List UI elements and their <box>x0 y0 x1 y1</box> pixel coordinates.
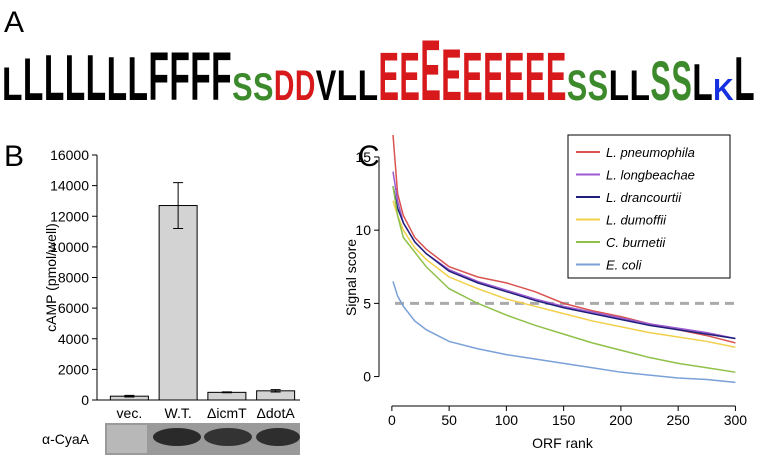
legend-label: L. dumoffii <box>606 213 667 228</box>
error-bar <box>124 394 135 398</box>
series-line <box>392 186 736 373</box>
y-tick-label: 0 <box>363 369 371 385</box>
logo-letter: S <box>232 66 252 109</box>
x-tick-label: 250 <box>666 412 690 428</box>
logo-letter: L <box>734 45 754 114</box>
legend-box <box>567 134 731 279</box>
series-line <box>392 200 736 349</box>
error-bar <box>270 389 281 393</box>
logo-letter: S <box>567 62 587 110</box>
logo-letter: L <box>2 58 22 111</box>
panel-label: A <box>4 6 24 39</box>
y-tick-label: 6000 <box>58 300 89 316</box>
logo-letter: L <box>337 62 357 110</box>
y-axis-label: cAMP (pmol/well) <box>43 223 59 332</box>
x-tick-label: W.T. <box>165 405 192 421</box>
logo-letter: F <box>148 38 168 115</box>
logo-letter: E <box>483 38 503 115</box>
logo-letter: L <box>44 42 64 114</box>
logo-letter: D <box>295 62 315 110</box>
logo-letter: L <box>630 62 650 110</box>
x-axis-label: ORF rank <box>532 435 594 451</box>
logo-letter: S <box>671 49 691 112</box>
legend-label: E. coli <box>606 258 643 273</box>
logo-letter: F <box>211 38 231 115</box>
bar <box>207 391 247 401</box>
x-tick-label: 150 <box>552 412 576 428</box>
logo-letter: E <box>546 38 566 115</box>
x-tick-label: 300 <box>724 412 748 428</box>
y-tick-label: 0 <box>81 392 89 408</box>
logo-letter: E <box>462 38 482 115</box>
logo-letter: E <box>441 34 461 116</box>
logo-letter: S <box>588 62 608 110</box>
legend-label: C. burnetii <box>606 235 666 250</box>
logo-letter: L <box>128 45 148 114</box>
error-bar <box>221 391 232 394</box>
logo-letter: V <box>316 62 337 110</box>
x-tick-label: vec. <box>117 405 143 421</box>
y-tick-label: 2000 <box>58 361 89 377</box>
series-line <box>392 281 736 384</box>
y-tick-label: 15 <box>355 149 371 165</box>
series-line <box>392 186 736 340</box>
logo-letter: F <box>190 38 210 115</box>
panel-label: C <box>358 140 380 173</box>
logo-letter: L <box>23 45 43 113</box>
bar <box>158 205 198 401</box>
blot-label: α-CyaA <box>42 431 90 447</box>
legend-label: L. drancourtii <box>606 190 682 205</box>
logo-letter: L <box>86 42 106 114</box>
logo-letter: E <box>420 23 440 119</box>
legend-label: L. pneumophila <box>606 145 695 160</box>
y-tick-label: 10000 <box>50 239 89 255</box>
logo-letter: L <box>692 53 712 111</box>
logo-letter: F <box>169 38 189 115</box>
logo-letter: L <box>609 62 629 110</box>
x-tick-label: 0 <box>388 412 396 428</box>
x-tick-label: ΔicmT <box>207 405 247 421</box>
y-tick-label: 5 <box>363 295 371 311</box>
logo-letter: S <box>650 49 670 112</box>
x-tick-label: 100 <box>495 412 519 428</box>
logo-letter: E <box>399 38 419 115</box>
y-tick-label: 16000 <box>50 147 89 163</box>
blot-image <box>105 423 300 455</box>
axis-line <box>96 155 300 401</box>
logo-letter: K <box>713 74 734 107</box>
logo-letter: L <box>358 62 378 110</box>
y-tick-label: 14000 <box>50 178 89 194</box>
legend-label: L. longbeachae <box>606 168 695 183</box>
y-tick-label: 8000 <box>58 270 89 286</box>
logo-letter: D <box>274 62 294 110</box>
x-tick-label: 200 <box>609 412 633 428</box>
x-tick-label: 50 <box>441 412 457 428</box>
logo-letter: L <box>107 45 127 114</box>
logo-letter: L <box>65 42 85 114</box>
y-tick-label: 10 <box>355 222 371 238</box>
y-tick-label: 4000 <box>58 331 89 347</box>
logo-letter: E <box>379 38 399 115</box>
logo-letter: E <box>525 38 545 115</box>
panel-label: B <box>4 140 24 173</box>
logo-letter: S <box>253 66 273 109</box>
x-tick-label: ΔdotA <box>257 405 296 421</box>
y-tick-label: 12000 <box>50 208 89 224</box>
y-axis-label: Signal score <box>343 239 359 316</box>
error-bar <box>173 182 184 229</box>
logo-letter: E <box>504 38 524 115</box>
